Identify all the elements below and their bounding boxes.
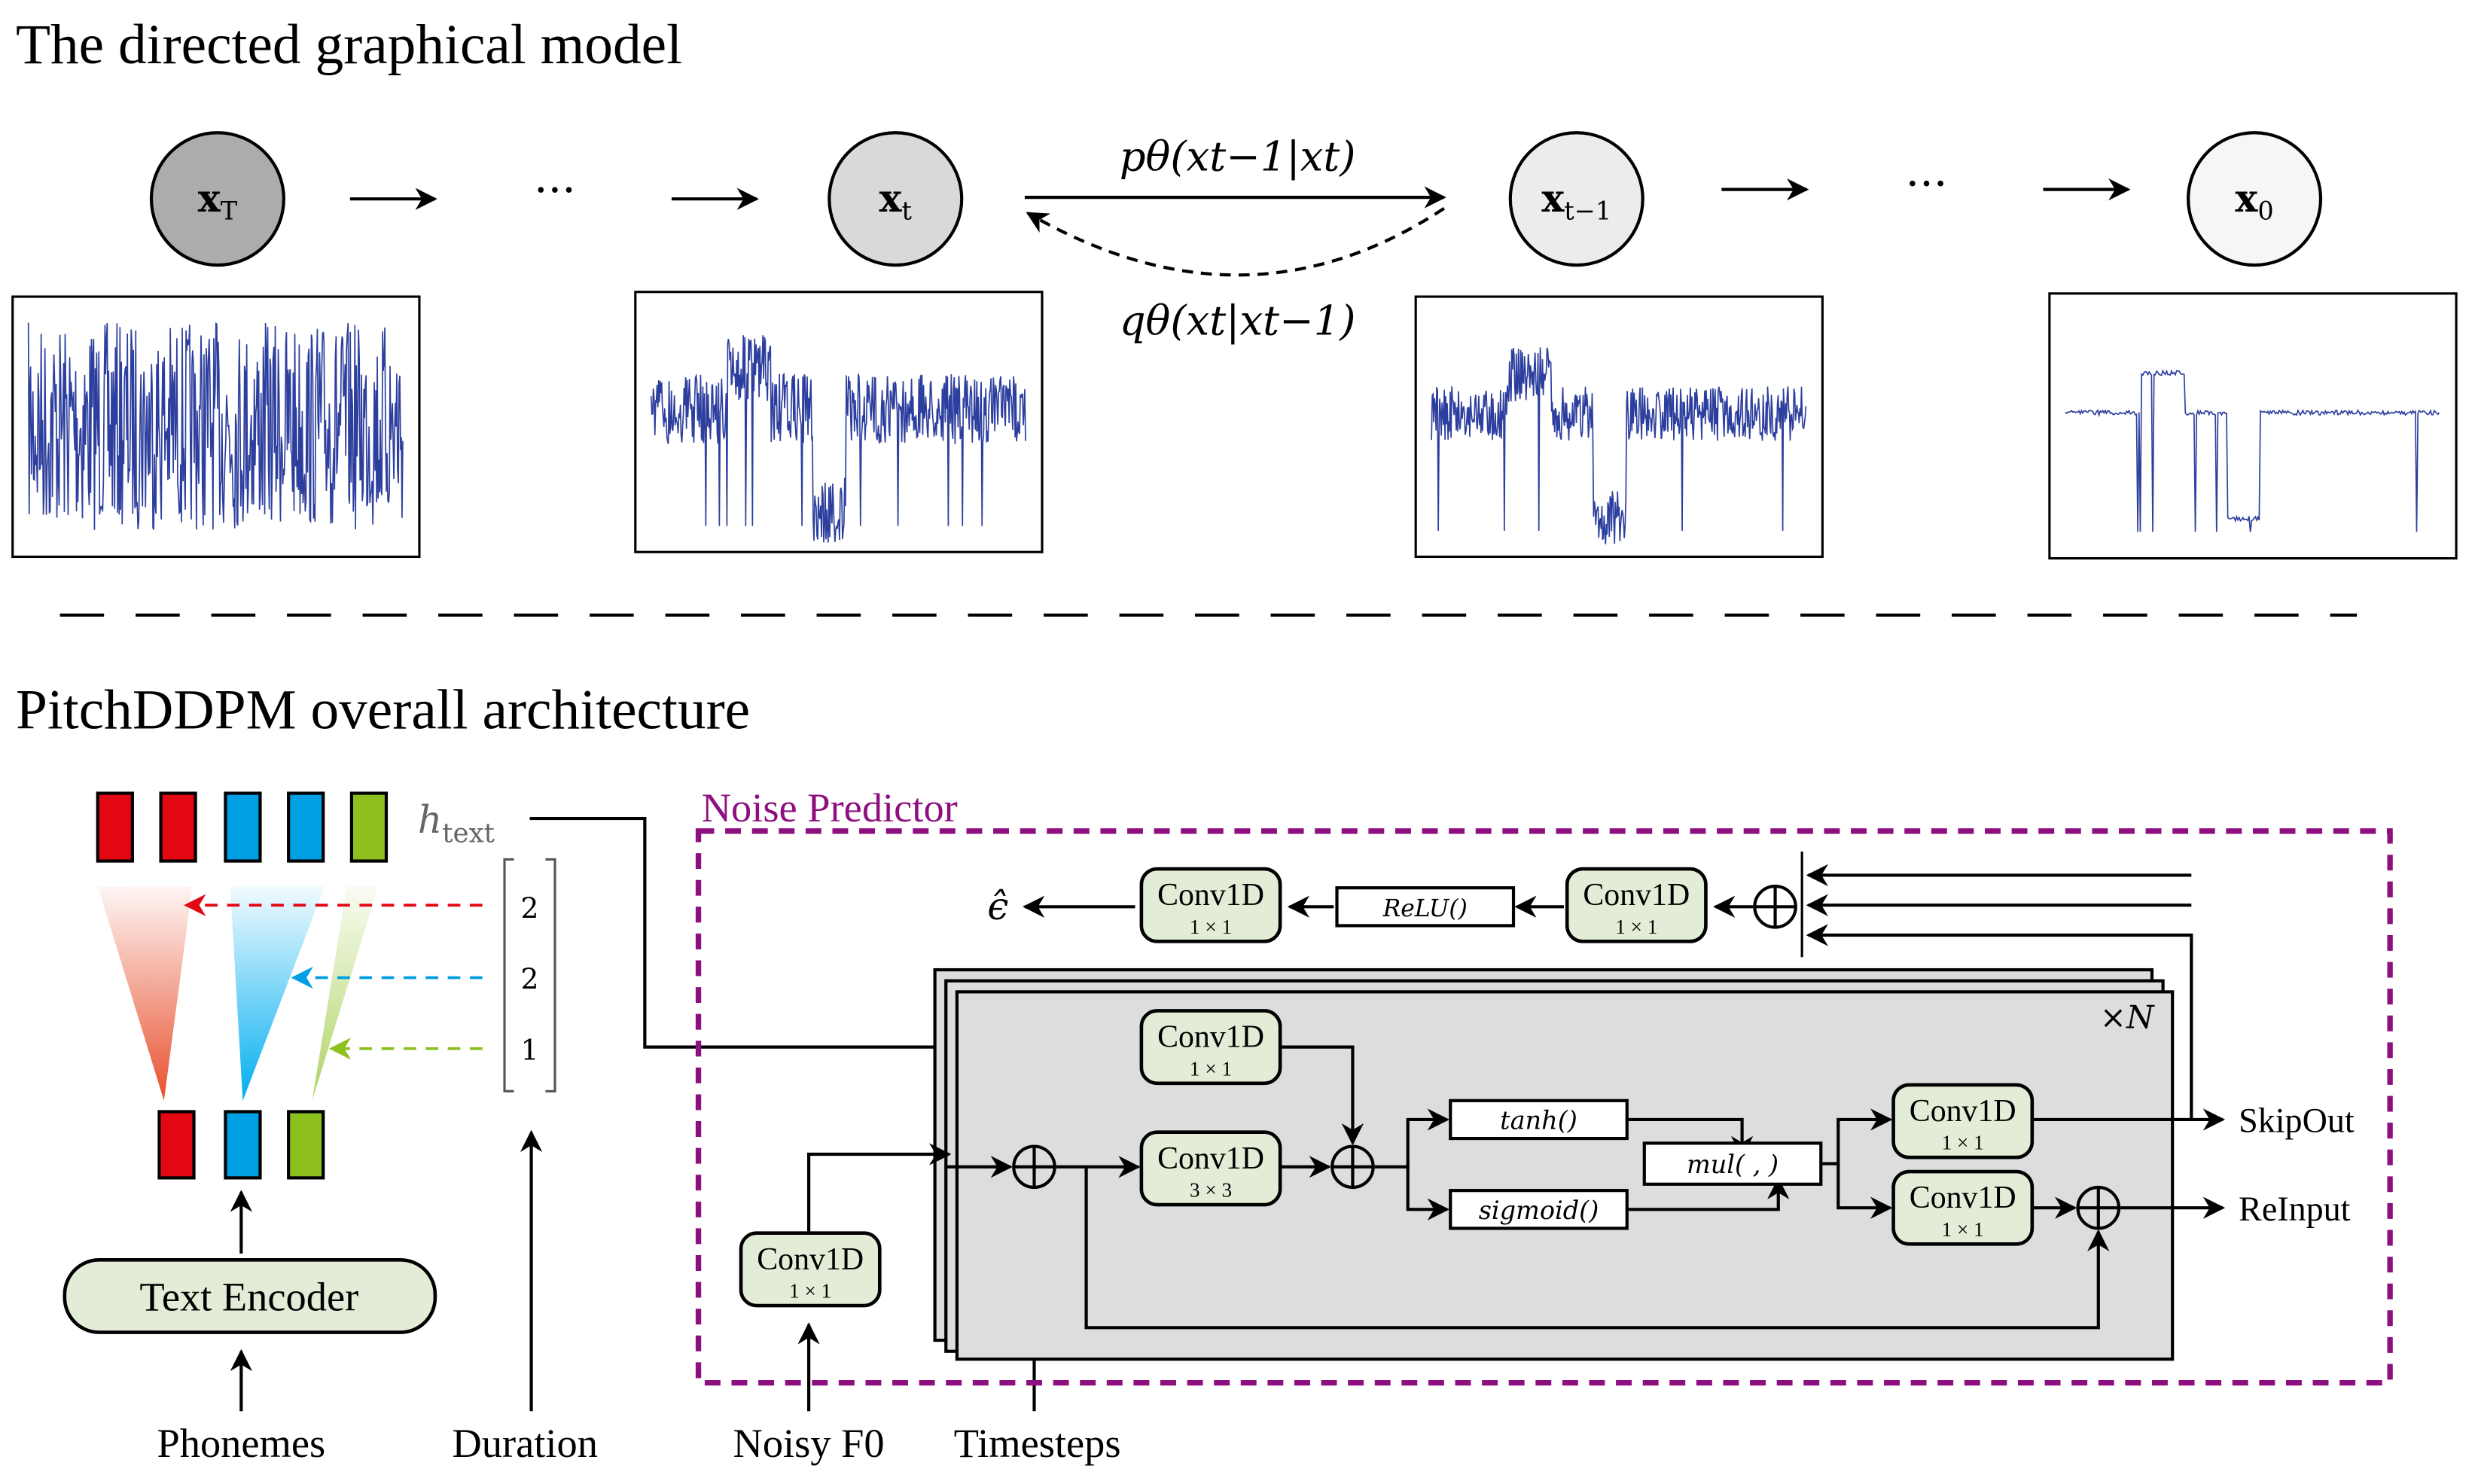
text-encoder-label: Text Encoder [139,1273,358,1319]
noise-predictor-label: Noise Predictor [702,785,958,830]
add-operator-icon [1753,884,1797,929]
kernel-size-label: 1 × 1 [1942,1218,1984,1241]
sigmoid-block [1449,1189,1629,1230]
skip-input-arrow [1806,924,2193,1120]
phoneme-hidden-red [157,1110,196,1180]
architecture-title: PitchDDPM overall architecture [16,679,750,742]
expanded-hidden-green [349,791,389,863]
skipout-label: SkipOut [2239,1102,2355,1140]
latent-node-label: x0 [2235,176,2273,225]
input-phonemes: Phonemes [157,1420,325,1466]
conv1d-label: Conv1D [1910,1181,2016,1215]
kernel-size-label: 1 × 1 [789,1280,831,1303]
conv1d-label: Conv1D [1583,878,1690,913]
conv1d-label: Conv1D [1910,1094,2016,1129]
forward-label: qθ(xt|xt−1) [1120,296,1356,344]
kernel-size-label: 1 × 1 [1190,916,1232,938]
h-text-label: htext [418,797,495,849]
duration-value: 1 [521,1033,539,1066]
reverse-label: pθ(xt−1|xt) [1120,133,1356,181]
latent-node-label: xT [198,176,238,225]
chain-arrows [349,178,2131,277]
add-operator-icon [1012,1144,1056,1190]
pitch-waveform [2065,369,2440,532]
expansion-triangle-red [97,886,193,1101]
pitch-waveform [27,322,404,530]
text-encoder-block [62,1257,437,1334]
expanded-hidden-blue [224,791,262,863]
relu-block [1335,886,1516,928]
duration-value: 2 [521,962,539,995]
kernel-size-label: 1 × 1 [1615,916,1657,938]
expansion-triangle-green [312,886,379,1101]
kernel-size-label: 1 × 1 [1190,1057,1232,1080]
conv1d-block [1565,867,1708,943]
latent-node [1508,131,1644,267]
kernel-size-label: 1 × 1 [1942,1132,1984,1154]
conv1d-block [1891,1169,2035,1246]
kernel-size-label: 3 × 3 [1190,1179,1232,1202]
input-timesteps: Timesteps [954,1420,1121,1466]
tanh-label: tanh() [1500,1106,1577,1135]
pitch-waveform [1431,347,1807,544]
expanded-hidden-red [159,791,197,863]
sigmoid-label: sigmoid() [1479,1196,1599,1225]
latent-node-label: xt [879,176,913,225]
add-operator-icon [2076,1185,2121,1230]
repeat-n-label: ×N [2100,999,2155,1036]
input-duration: Duration [452,1420,597,1466]
latent-node [149,131,285,267]
reinput-label: ReInput [2239,1190,2351,1228]
latent-node-label: xt−1 [1541,176,1611,225]
conv1d-label: Conv1D [1157,878,1264,913]
ellipsis: ··· [1906,158,1948,209]
conv1d-block [1139,1009,1282,1086]
latent-node [2187,131,2323,267]
conv1d-label: Conv1D [1157,1141,1264,1176]
expanded-hidden-red [96,791,134,863]
add-operator-icon [1330,1144,1375,1190]
duration-bracket [503,858,556,1092]
relu-label: ReLU() [1382,895,1468,922]
mul-block [1642,1141,1823,1186]
expansion-triangle-blue [230,886,325,1101]
conv1d-label: Conv1D [1157,1020,1264,1055]
ellipsis: ··· [534,165,576,216]
pitch-waveform-panel [2048,292,2458,560]
mul-label: mul( , ) [1687,1150,1779,1179]
phoneme-hidden-blue [224,1110,262,1180]
conv1d-label: Conv1D [757,1242,864,1277]
conv1d-block [1139,1130,1282,1207]
input-noisy-f0: Noisy F0 [733,1420,885,1466]
pitch-waveform [650,335,1026,543]
latent-node [828,131,964,267]
tanh-block [1449,1099,1629,1141]
phoneme-hidden-green [287,1110,325,1180]
duration-value: 2 [521,891,539,925]
conv1d-block [1891,1083,2035,1159]
conv1d-block [739,1231,882,1308]
forward-process-arrow [1026,207,1446,277]
expanded-hidden-blue [287,791,325,863]
conv1d-block [1139,867,1282,943]
h-text-connector [529,816,1141,1059]
epsilon-hat: ϵ̂ [987,884,1008,928]
graphical-model-title: The directed graphical model [16,14,682,76]
noise-predictor-frame [695,828,2393,1386]
